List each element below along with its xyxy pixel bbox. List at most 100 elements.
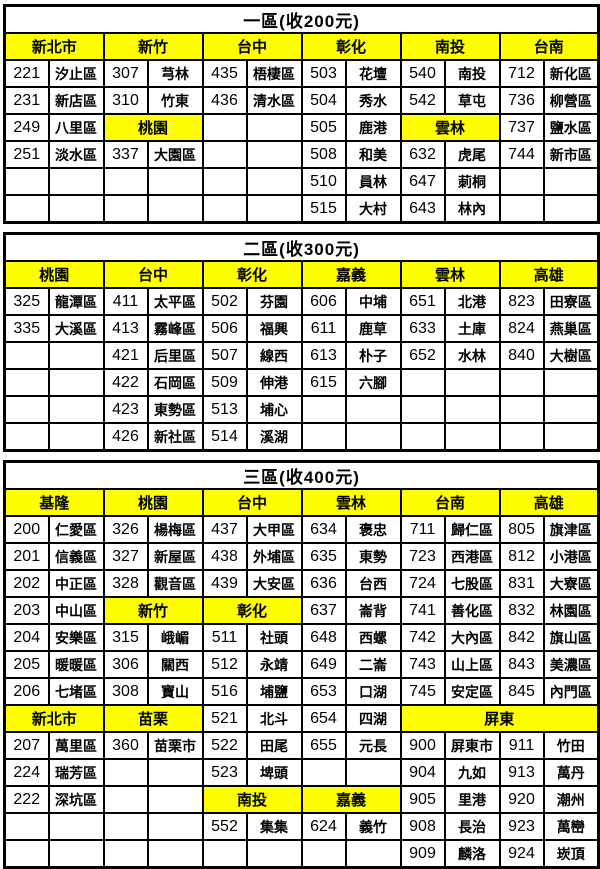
district-name: 峨嵋 [146,623,204,652]
table-row: 421 后里區 507 線西 613 朴子 652 水林 840 大樹區 [3,341,600,370]
district-code: 653 [300,677,347,706]
district-name: 崁頂 [542,839,600,869]
district-code: 521 [201,704,248,733]
region-header: 苗栗 [102,704,204,733]
district-name: 北斗 [245,704,303,733]
table-row: 203 中山區 新竹 彰化 637 崙背 741 善化區 832 林園區 [3,596,600,625]
table-row: 249 八里區 桃園 505 鹿港 雲林 737 鹽水區 [3,113,600,142]
district-code: 413 [102,314,149,343]
district-name: 深坑區 [47,785,105,814]
district-code: 649 [300,650,347,679]
empty-cell [245,113,303,142]
district-code: 655 [300,731,347,760]
region-header: 桃園 [3,260,105,289]
district-name: 仁愛區 [47,515,105,544]
district-name: 七堵區 [47,677,105,706]
district-code: 508 [300,140,347,169]
district-name: 旗津區 [542,515,600,544]
region-header: 彰化 [201,260,303,289]
district-name: 里港 [443,785,501,814]
district-code: 632 [399,140,446,169]
empty-cell [344,839,402,869]
district-code: 513 [201,395,248,424]
zone-table-2: 二區(收300元) 桃園 台中 彰化 嘉義 雲林 高雄 325 龍潭區 411 太平區 502 芬園 60… [3,232,600,452]
empty-cell [47,194,105,224]
zone-title: 三區(收400元) [3,460,600,490]
empty-cell [146,194,204,224]
district-code: 310 [102,86,149,115]
table-row: 201 信義區 327 新屋區 438 外埔區 635 東勢 723 西港區 812 小港區 [3,542,600,571]
district-name: 關西 [146,650,204,679]
district-code: 744 [498,140,545,169]
district-name: 土庫 [443,314,501,343]
empty-cell [47,368,105,397]
district-code: 648 [300,623,347,652]
district-code: 516 [201,677,248,706]
district-code: 203 [3,596,50,625]
district-code: 741 [399,596,446,625]
empty-cell [201,167,248,196]
district-name: 南投 [443,59,501,88]
district-name: 善化區 [443,596,501,625]
district-code: 439 [201,569,248,598]
district-name: 秀水 [344,86,402,115]
table-row: 515 大村 643 林內 [3,194,600,224]
district-code: 723 [399,542,446,571]
district-name: 柳營區 [542,86,600,115]
district-code: 509 [201,368,248,397]
table-row: 207 萬里區 360 苗栗市 522 田尾 655 元長 900 屏東市 911 竹田 [3,731,600,760]
district-code: 204 [3,623,50,652]
district-code: 647 [399,167,446,196]
table-row: 221 汐止區 307 芎林 435 梧棲區 503 花壇 540 南投 712 新化區 [3,59,600,88]
district-name: 大安區 [245,569,303,598]
district-name: 鹽水區 [542,113,600,142]
empty-cell [102,167,149,196]
district-name: 朴子 [344,341,402,370]
region-header: 彰化 [300,32,402,61]
district-name: 山上區 [443,650,501,679]
district-code: 845 [498,677,545,706]
table-row: 222 深坑區 南投 嘉義 905 里港 920 潮州 [3,785,600,814]
district-name: 太平區 [146,287,204,316]
zone-title: 一區(收200元) [3,4,600,34]
region-header: 高雄 [498,488,600,517]
district-code: 411 [102,287,149,316]
empty-cell [3,395,50,424]
district-name: 大樹區 [542,341,600,370]
district-name: 內門區 [542,677,600,706]
district-code: 200 [3,515,50,544]
district-name: 花壇 [344,59,402,88]
district-code: 438 [201,542,248,571]
district-code: 360 [102,731,149,760]
empty-cell [245,167,303,196]
empty-cell [3,167,50,196]
district-code: 328 [102,569,149,598]
district-code: 736 [498,86,545,115]
district-code: 426 [102,422,149,452]
district-name: 安樂區 [47,623,105,652]
empty-cell [47,167,105,196]
district-name: 萬巒 [542,812,600,841]
district-code: 502 [201,287,248,316]
district-name: 小港區 [542,542,600,571]
district-name: 霧峰區 [146,314,204,343]
empty-cell [542,167,600,196]
district-name: 中正區 [47,569,105,598]
district-name: 外埔區 [245,542,303,571]
district-name: 虎尾 [443,140,501,169]
district-name: 大園區 [146,140,204,169]
district-name: 新社區 [146,422,204,452]
region-header: 新竹 [102,32,204,61]
district-code: 206 [3,677,50,706]
district-code: 842 [498,623,545,652]
district-code: 540 [399,59,446,88]
district-code: 742 [399,623,446,652]
district-code: 510 [300,167,347,196]
empty-cell [245,839,303,869]
empty-cell [47,422,105,452]
district-name: 線西 [245,341,303,370]
empty-cell [300,422,347,452]
zone-table-3: 三區(收400元) 基隆 桃園 台中 雲林 台南 高雄 200 仁愛區 326 楊梅區 437 大甲區 6… [3,460,600,869]
empty-cell [443,422,501,452]
